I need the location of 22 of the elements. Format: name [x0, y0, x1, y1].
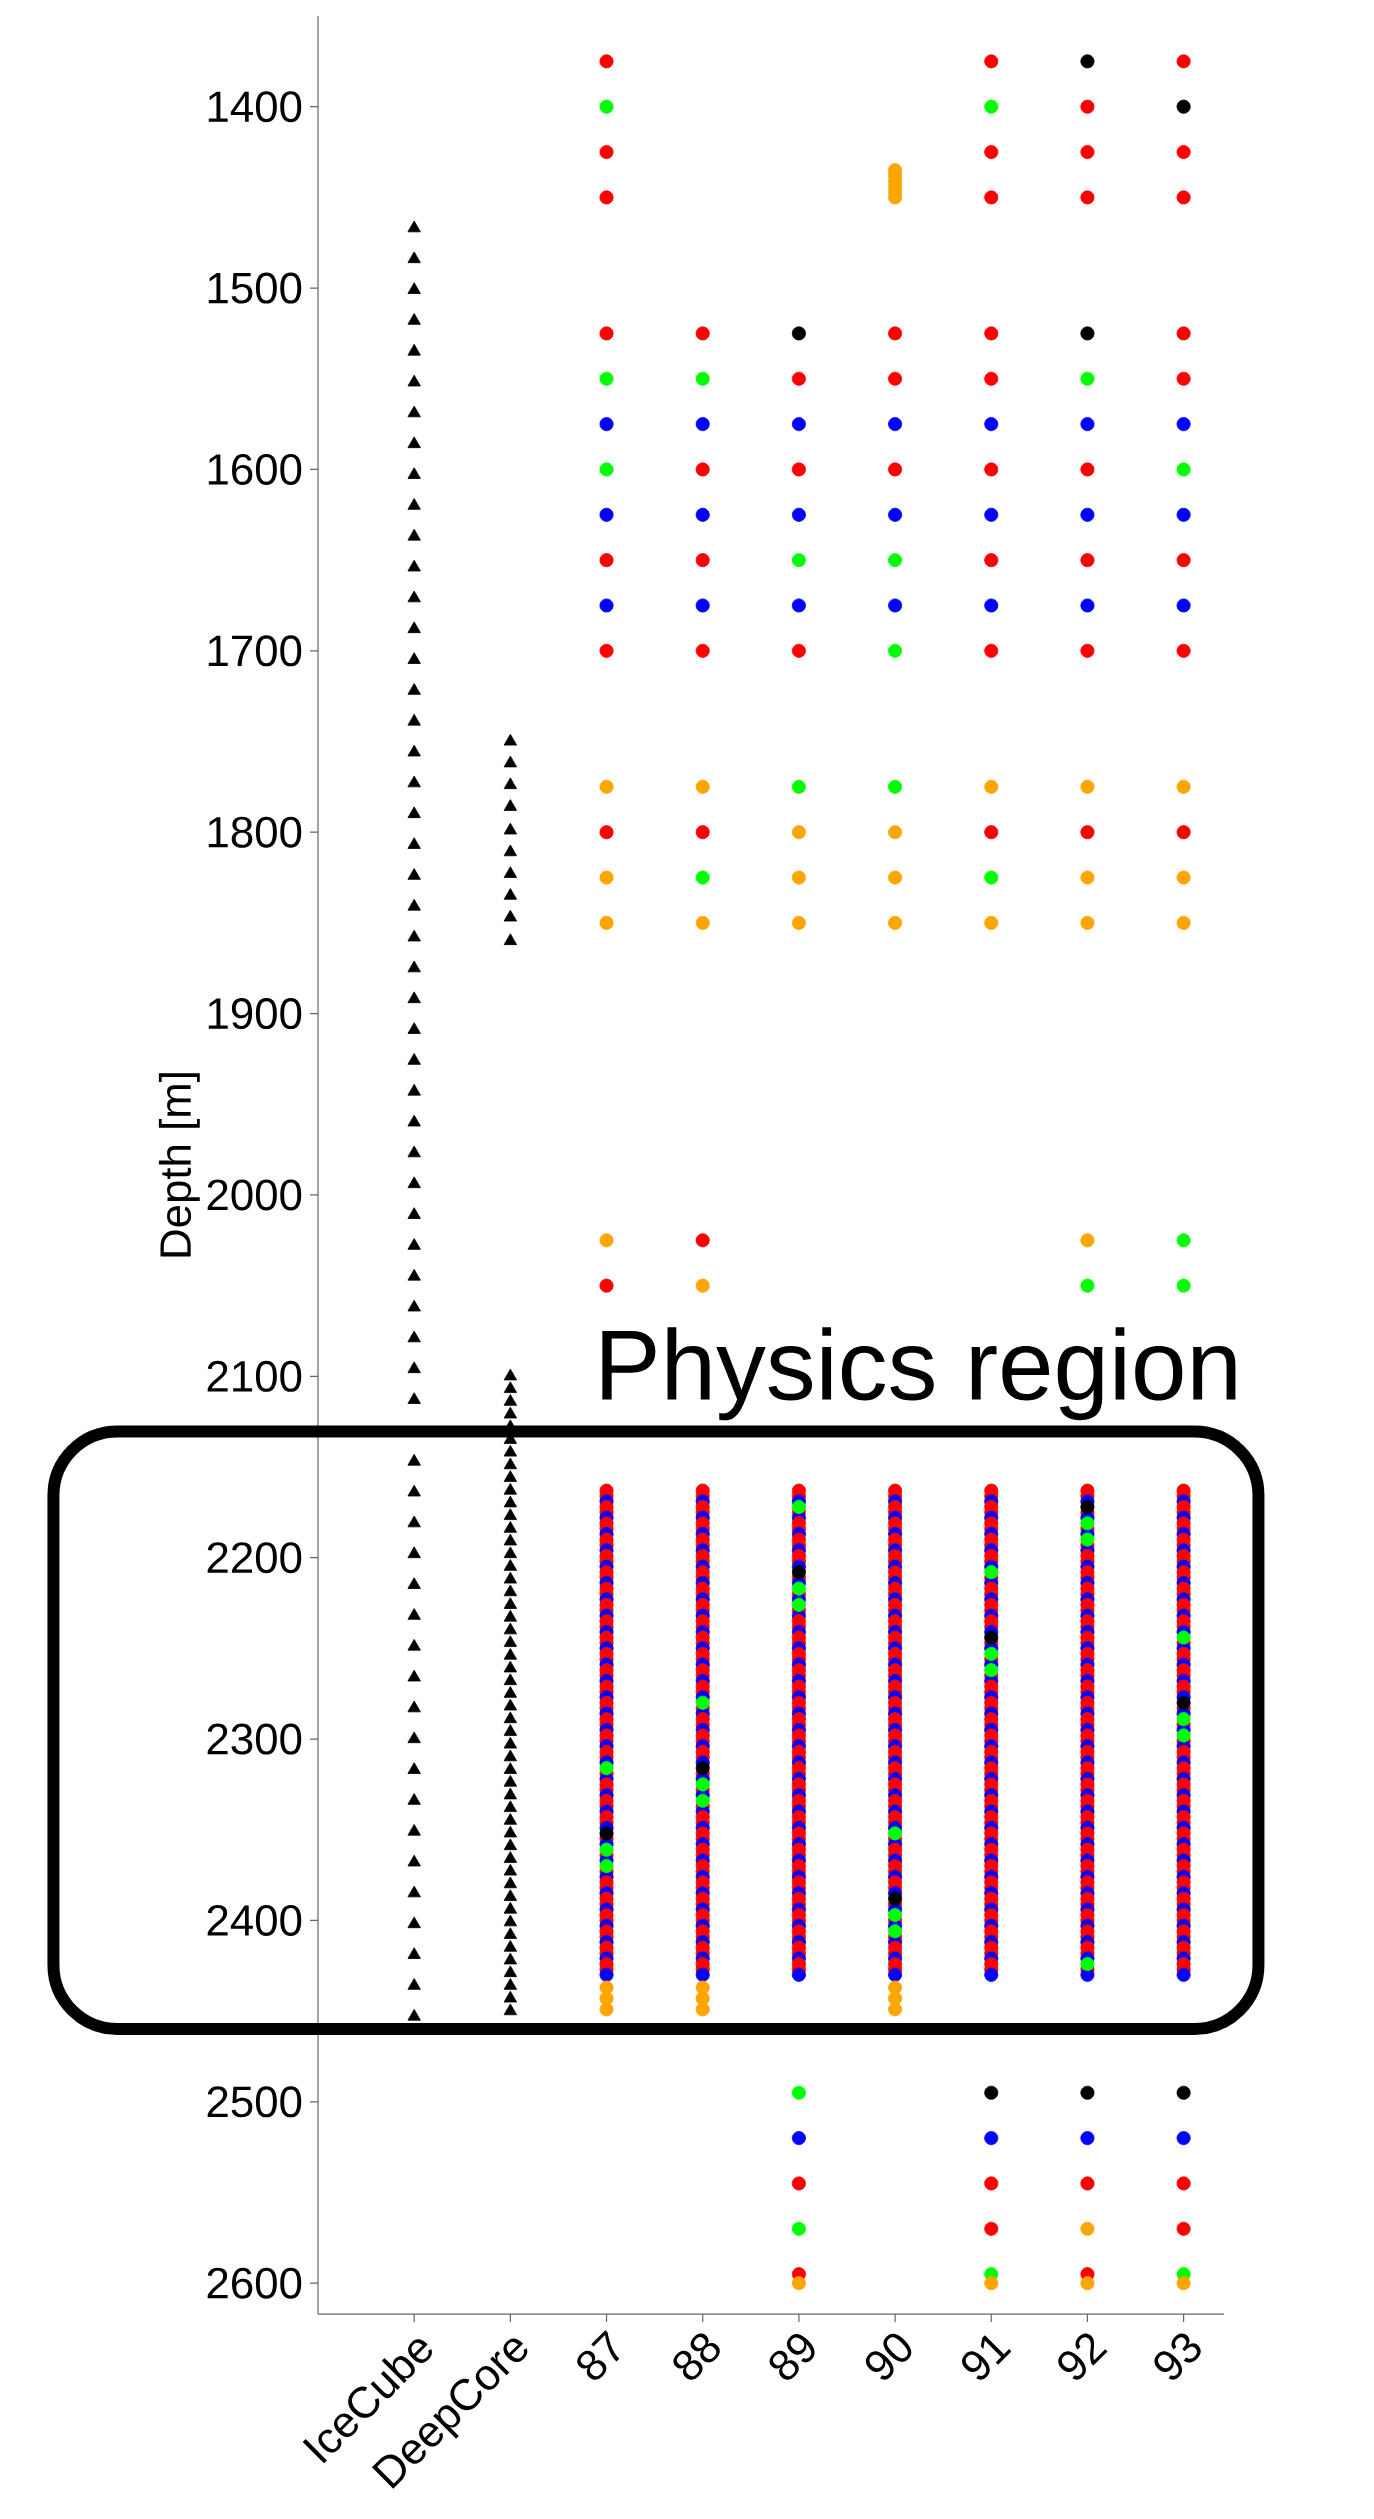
x-tick-label: 90 — [865, 2333, 912, 2380]
x-tick-label: 92 — [1058, 2333, 1108, 2380]
y-tick-label: 1900 — [208, 998, 302, 1030]
x-tick-label: 93 — [1154, 2333, 1201, 2380]
y-tick-label: 2000 — [207, 1179, 302, 1211]
y-tick-label: 1600 — [208, 453, 302, 485]
x-tick-label: 89 — [769, 2334, 815, 2380]
y-tick-label: 2600 — [207, 2267, 302, 2299]
x-tick-label: 88 — [673, 2333, 720, 2380]
y-tick-label: 2500 — [207, 2086, 302, 2118]
y-tick-label: 2200 — [207, 1542, 302, 1574]
y-tick-label: 1800 — [208, 816, 302, 848]
y-tick-label: 1700 — [208, 635, 302, 667]
y-tick-label: 2300 — [207, 1723, 302, 1755]
y-tick-label: 1500 — [208, 272, 302, 304]
x-tick-label: 87 — [577, 2330, 620, 2380]
annotation: Physics region — [602, 1327, 1236, 1421]
y-axis-title: Depth [m] — [158, 1073, 200, 1257]
y-tick-label: 1400 — [208, 91, 302, 123]
y-tick-label: 2400 — [207, 1904, 302, 1936]
x-tick-label: 91 — [962, 2335, 1012, 2380]
y-tick-label: 2100 — [207, 1360, 302, 1392]
